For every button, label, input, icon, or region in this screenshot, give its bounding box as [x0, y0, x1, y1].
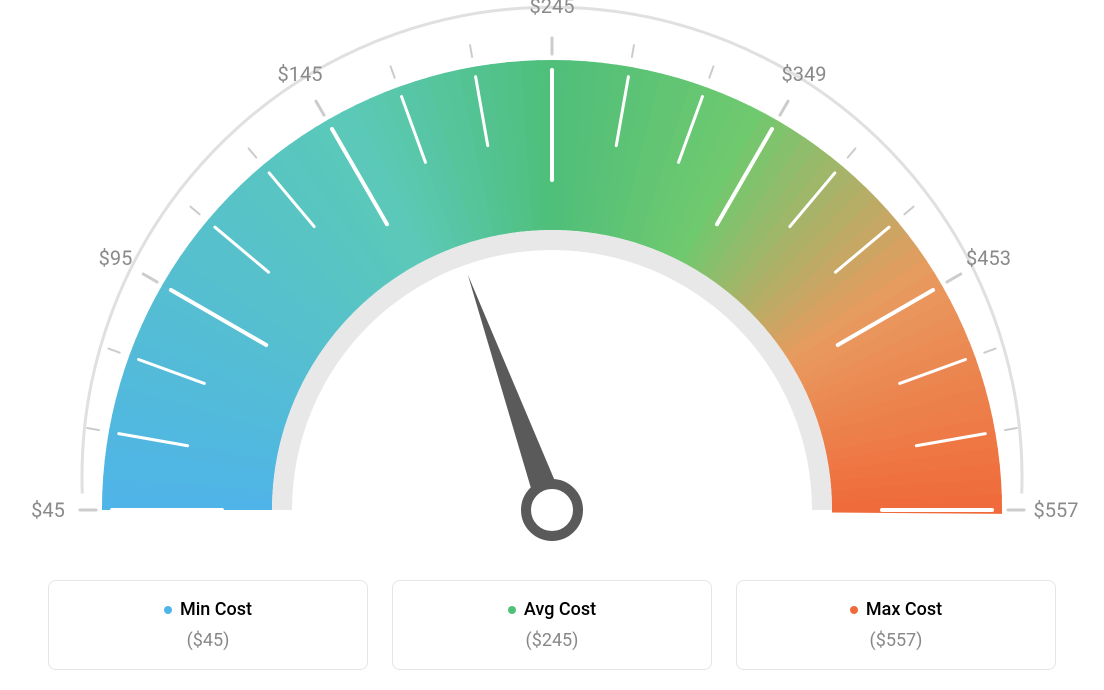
legend-card-min: Min Cost ($45)	[48, 580, 368, 671]
gauge-scale-label: $453	[966, 246, 1011, 270]
legend-label-avg: Avg Cost	[508, 599, 596, 620]
legend-text-avg: Avg Cost	[524, 599, 596, 620]
legend-row: Min Cost ($45) Avg Cost ($245) Max Cost …	[0, 580, 1104, 671]
gauge-scale-label: $245	[530, 0, 575, 18]
legend-label-max: Max Cost	[850, 599, 942, 620]
legend-value-min: ($45)	[69, 630, 347, 651]
legend-label-min: Min Cost	[164, 599, 252, 620]
legend-value-avg: ($245)	[413, 630, 691, 651]
gauge-scale-label: $45	[31, 498, 65, 522]
gauge-scale-label: $145	[278, 62, 323, 86]
gauge-scale-label: $349	[782, 62, 827, 86]
gauge-scale-label: $95	[99, 246, 133, 270]
legend-text-min: Min Cost	[180, 599, 252, 620]
gauge-svg	[0, 0, 1104, 560]
legend-card-avg: Avg Cost ($245)	[392, 580, 712, 671]
gauge-scale-label: $557	[1034, 498, 1079, 522]
legend-value-max: ($557)	[757, 630, 1035, 651]
legend-dot-min	[164, 606, 172, 614]
legend-text-max: Max Cost	[866, 599, 942, 620]
legend-card-max: Max Cost ($557)	[736, 580, 1056, 671]
gauge-chart: $45 $95 $145 $245 $349 $453 $557	[0, 0, 1104, 560]
legend-dot-max	[850, 606, 858, 614]
legend-dot-avg	[508, 606, 516, 614]
